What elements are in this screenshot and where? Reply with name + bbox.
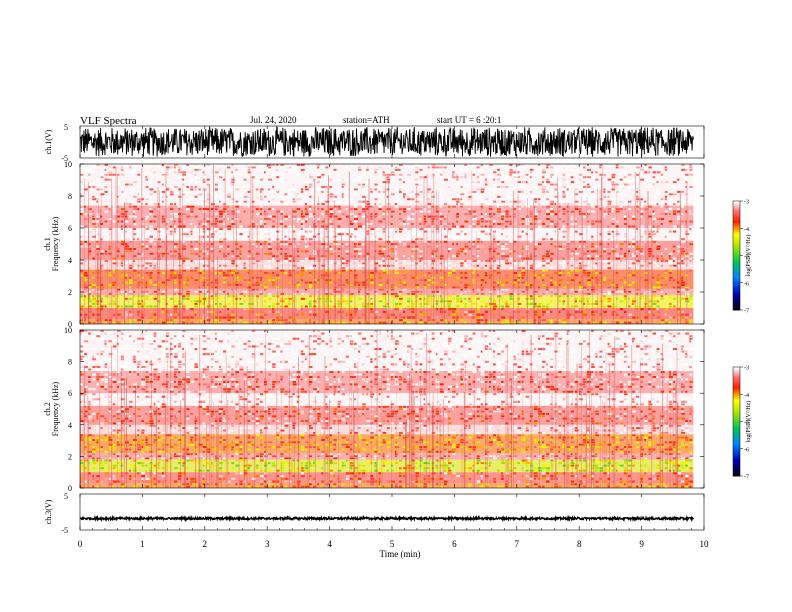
ch2-spectrogram-band-5 — [80, 424, 694, 435]
ch2-spectrogram-band-1 — [80, 472, 694, 484]
ch2-spectrogram-cbar-tick--7: -7 — [744, 475, 749, 481]
ch2-spectrogram-ylabel-line2: Frequency (kHz) — [51, 381, 60, 436]
ch1-spectrogram-ylabel-line1: ch.1 — [43, 237, 52, 251]
ch3-waveform-panel: 5 -5 ch.3(V) — [44, 492, 705, 535]
ch1-spectrogram-ytick-2: 2 — [68, 288, 72, 297]
ch1-spectrogram-band-3 — [80, 288, 694, 296]
time-axis-label: Time (min) — [380, 549, 421, 559]
ch2-spectrogram-band-6 — [80, 405, 694, 425]
ch1-spectrogram-ylabel-line2: Frequency (kHz) — [51, 216, 60, 271]
ch2-spectrogram-streaks — [80, 330, 678, 488]
ch2-spectrogram-band-0 — [80, 483, 694, 488]
ch1-spectrogram-panel: 0 2 4 6 8 10 ch.1 Frequency (kHz) -3 -4 -5 -6 -7 l… — [43, 160, 752, 329]
ch1-spectrogram-streaks — [84, 164, 688, 324]
ch2-spectrogram-cbar-tick--6: -6 — [744, 447, 749, 453]
ch2-spectrogram-band-8 — [80, 371, 694, 394]
ch3-waveform-trace — [79, 514, 695, 523]
ch2-spectrogram-ytick-10: 10 — [64, 326, 72, 335]
ch1-spectrogram-ytick-6: 6 — [68, 224, 72, 233]
time-tick-6: 6 — [452, 539, 457, 549]
ch2-spectrogram-ytick-0: 0 — [68, 484, 72, 493]
ch1-waveform-line — [79, 126, 694, 157]
ch2-spectrogram-band-2 — [80, 459, 694, 473]
ch1-spectrogram-ytick-0: 0 — [68, 320, 72, 329]
ch3-waveform-ylabel: ch.3(V) — [44, 499, 53, 524]
time-tick-3: 3 — [265, 539, 270, 549]
time-tick-1: 1 — [140, 539, 145, 549]
ch2-spectrogram-panel: 0 2 4 6 8 10 ch.2 Frequency (kHz) -3 -4 -5 -6 -7 l… — [43, 326, 752, 493]
ch1-spectrogram-ytick-8: 8 — [68, 192, 72, 201]
station-label: station=ATH — [343, 115, 390, 125]
ch2-spectrogram-cbar-tick--3: -3 — [744, 366, 749, 372]
time-tick-8: 8 — [577, 539, 582, 549]
time-tick-7: 7 — [515, 539, 520, 549]
ch1-ytick-top: 5 — [64, 123, 68, 132]
ch1-colorbar: -3 -4 -5 -6 -7 log(PSD)(V²/Hz) — [732, 200, 752, 315]
ch3-ytick-bottom: -5 — [61, 526, 68, 535]
ch1-freq-ticks: 0 2 4 6 8 10 — [64, 160, 704, 329]
ch2-freq-ticks: 0 2 4 6 8 10 — [64, 326, 704, 493]
ch2-spectrogram-cbar-label: log(PSD)(V²/Hz) — [745, 401, 752, 442]
ch2-spectrogram-ytick-8: 8 — [68, 358, 72, 367]
ch1-spectrogram-cbar-tick--6: -6 — [744, 281, 749, 287]
ch2-spectrogram-cbar-tick--4: -4 — [744, 393, 749, 399]
ch3-waveform-frame — [79, 493, 705, 531]
time-tick-10: 10 — [700, 539, 710, 549]
date-label: Jul. 24, 2020 — [250, 115, 297, 125]
ch1-waveform-trace — [79, 126, 694, 157]
ch1-spectrogram-cbar-tick--5: -5 — [744, 254, 749, 260]
time-tick-4: 4 — [327, 539, 332, 549]
ch1-waveform-ylabel: ch.1(V) — [44, 129, 53, 154]
time-tick-5: 5 — [390, 539, 395, 549]
ch1-ytick-bottom: -5 — [61, 154, 68, 163]
ch2-spectrogram-ytick-2: 2 — [68, 452, 72, 461]
ch2-spectrogram-band-4 — [80, 434, 694, 454]
ch2-spectrogram-band-3 — [80, 453, 694, 460]
ch2-colorbar: -3 -4 -5 -6 -7 log(PSD)(V²/Hz) — [732, 366, 752, 481]
time-tick-9: 9 — [639, 539, 644, 549]
ch2-spectrogram-band-7 — [80, 393, 694, 406]
ch2-spectrogram-cbar-tick--5: -5 — [744, 420, 749, 426]
ch1-spectrogram-ytick-4: 4 — [68, 256, 72, 265]
ch2-spectrogram-image — [80, 330, 694, 488]
time-axis: 0 1 2 3 4 5 6 7 8 9 10 — [78, 126, 709, 549]
ch1-spectrogram-ytick-10: 10 — [64, 160, 72, 169]
ch1-spectrogram-cbar-tick--3: -3 — [744, 200, 749, 206]
ch1-spectrogram-cbar-label: log(PSD)(V²/Hz) — [745, 235, 752, 276]
ch1-spectrogram-cbar-tick--4: -4 — [744, 227, 749, 233]
ch2-spectrogram-ytick-4: 4 — [68, 421, 72, 430]
ch2-spectrogram-band-9 — [80, 330, 694, 372]
ch2-spectrogram-ytick-6: 6 — [68, 389, 72, 398]
time-tick-2: 2 — [203, 539, 208, 549]
ch3-waveform-line — [79, 514, 695, 523]
ch1-spectrogram-cbar-tick--7: -7 — [744, 309, 749, 315]
start-time-label: start UT = 6 :20:1 — [437, 115, 501, 125]
ch1-spectrogram-image — [80, 164, 694, 324]
ch2-spectrogram-ylabel-line1: ch.2 — [43, 402, 52, 416]
time-tick-0: 0 — [78, 539, 83, 549]
figure-title: VLF Spectra — [80, 115, 137, 127]
ch3-ytick-top: 5 — [64, 492, 68, 501]
ch1-waveform-panel: 5 -5 ch.1(V) — [44, 123, 705, 163]
